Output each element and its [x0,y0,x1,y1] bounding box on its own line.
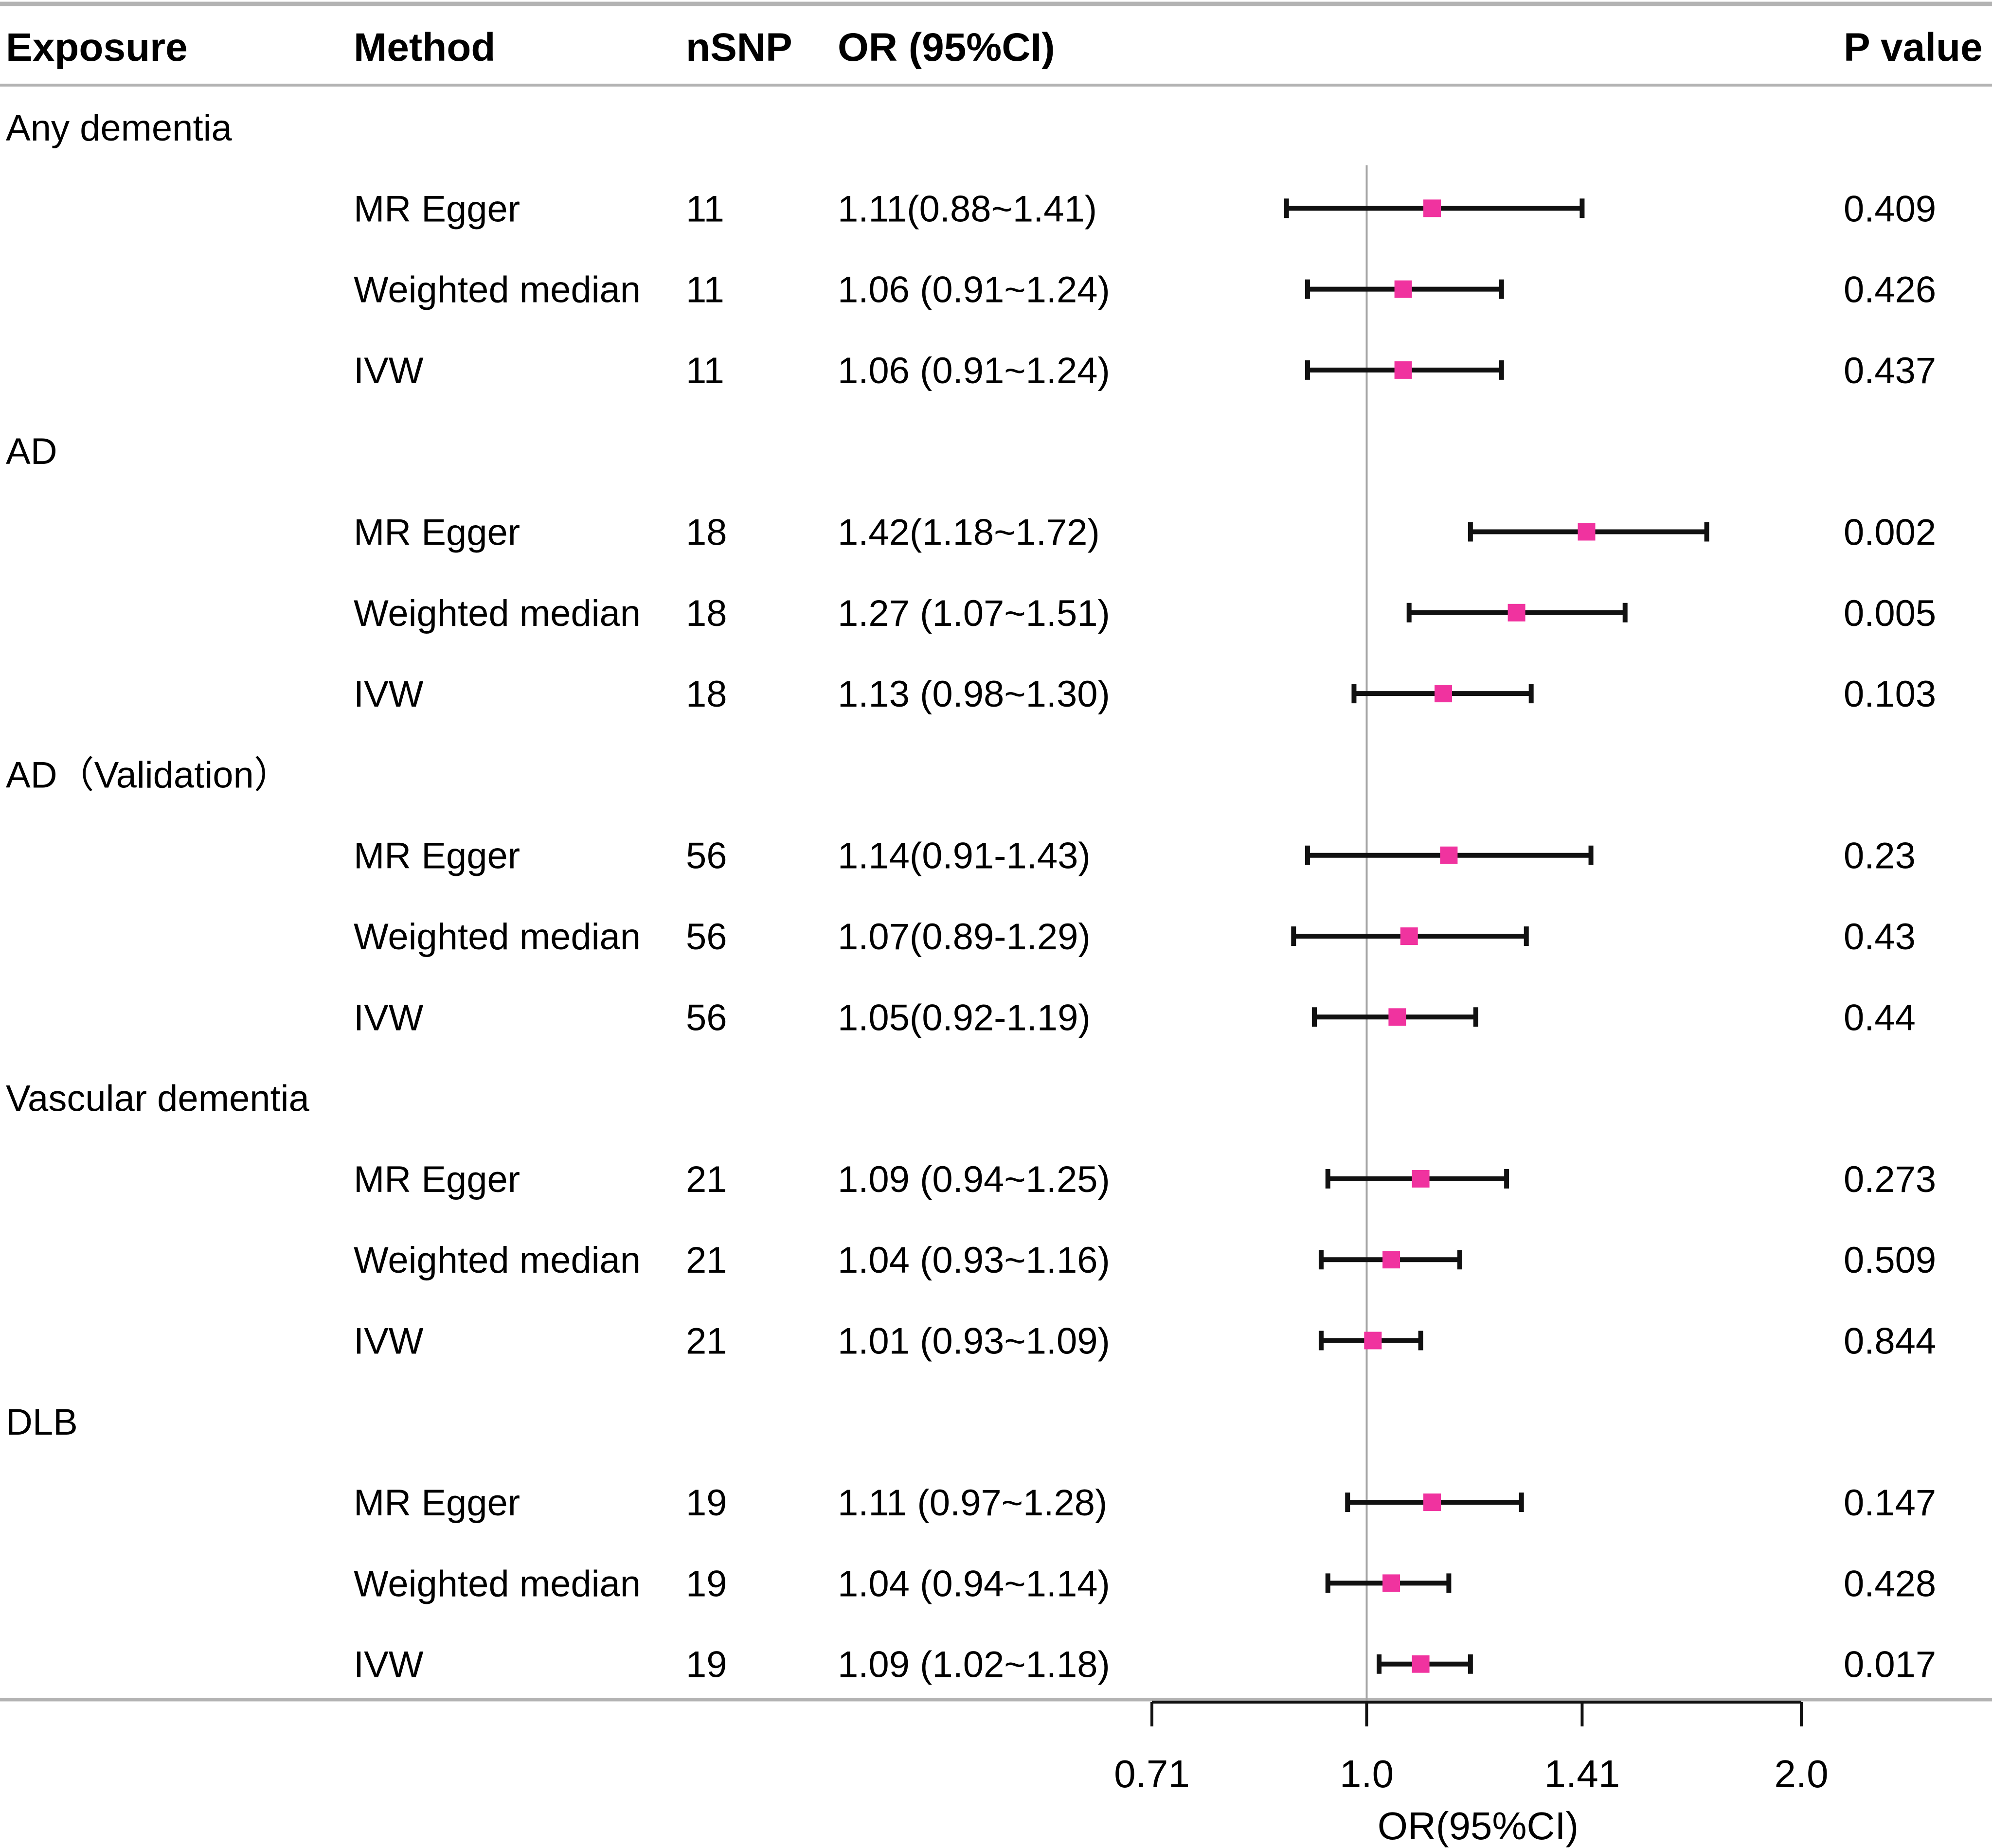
p-value-cell: 0.437 [1844,350,1936,391]
or-point-marker [1382,1251,1400,1269]
x-tick-label: 2.0 [1774,1752,1828,1795]
exposure-label: Any dementia [6,107,232,149]
or-point-marker [1507,604,1525,622]
or-ci-cell: 1.04 (0.93~1.16) [838,1240,1110,1281]
nsnp-cell: 21 [686,1159,727,1200]
p-value-cell: 0.428 [1844,1563,1936,1604]
or-ci-cell: 1.27 (1.07~1.51) [838,593,1110,634]
x-tick-label: 1.0 [1340,1752,1394,1795]
header-p-value: P value [1844,25,1983,70]
x-tick-label: 0.71 [1114,1752,1190,1795]
x-axis: 0.71 1.0 1.41 2.0 OR(95%CI) [1114,1701,1829,1848]
p-value-cell: 0.426 [1844,269,1936,311]
x-tick-label: 1.41 [1544,1752,1620,1795]
method-cell: IVW [354,997,424,1038]
method-cell: MR Egger [354,835,520,877]
method-cell: Weighted median [354,269,641,311]
method-cell: IVW [354,350,424,391]
method-cell: MR Egger [354,1159,520,1200]
or-point-marker [1423,1493,1441,1511]
method-cell: IVW [354,1644,424,1686]
header-nsnp: nSNP [686,25,792,70]
nsnp-cell: 56 [686,997,727,1038]
method-cell: MR Egger [354,188,520,230]
or-ci-cell: 1.04 (0.94~1.14) [838,1563,1110,1604]
or-point-marker [1364,1332,1382,1350]
p-value-cell: 0.002 [1844,512,1936,553]
p-value-cell: 0.005 [1844,593,1936,634]
method-cell: IVW [354,674,424,715]
nsnp-cell: 56 [686,835,727,877]
or-point-marker [1578,523,1596,541]
or-ci-cell: 1.06 (0.91~1.24) [838,269,1110,311]
p-value-cell: 0.147 [1844,1482,1936,1524]
p-value-cell: 0.017 [1844,1644,1936,1686]
or-ci-cell: 1.09 (0.94~1.25) [838,1159,1110,1200]
exposure-label: DLB [6,1402,78,1443]
nsnp-cell: 19 [686,1563,727,1604]
p-value-cell: 0.509 [1844,1240,1936,1281]
method-cell: Weighted median [354,1563,641,1604]
or-point-marker [1394,361,1412,379]
or-point-marker [1400,927,1418,945]
nsnp-cell: 18 [686,674,727,715]
nsnp-cell: 11 [686,269,724,311]
or-point-marker [1412,1170,1430,1188]
method-cell: Weighted median [354,1240,641,1281]
nsnp-cell: 21 [686,1240,727,1281]
or-ci-cell: 1.13 (0.98~1.30) [838,674,1110,715]
or-point-marker [1440,846,1458,864]
p-value-cell: 0.844 [1844,1321,1936,1362]
method-cell: MR Egger [354,512,520,553]
x-axis-title: OR(95%CI) [1378,1804,1579,1848]
or-point-marker [1435,685,1453,703]
p-value-cell: 0.103 [1844,674,1936,715]
exposure-label: Vascular dementia [6,1078,310,1119]
method-cell: Weighted median [354,916,641,958]
or-ci-cell: 1.09 (1.02~1.18) [838,1644,1110,1686]
method-cell: MR Egger [354,1482,520,1524]
nsnp-cell: 56 [686,916,727,958]
nsnp-cell: 18 [686,512,727,553]
or-ci-cell: 1.42(1.18~1.72) [838,512,1100,553]
p-value-cell: 0.44 [1844,997,1916,1038]
nsnp-cell: 11 [686,188,724,230]
nsnp-cell: 11 [686,350,724,391]
or-point-marker [1412,1655,1430,1673]
p-value-cell: 0.23 [1844,835,1916,877]
p-value-cell: 0.43 [1844,916,1916,958]
method-cell: Weighted median [354,593,641,634]
method-cell: IVW [354,1321,424,1362]
nsnp-cell: 18 [686,593,727,634]
or-ci-cell: 1.07(0.89-1.29) [838,916,1091,958]
p-value-cell: 0.273 [1844,1159,1936,1200]
nsnp-cell: 19 [686,1644,727,1686]
header-method: Method [354,25,495,70]
nsnp-cell: 19 [686,1482,727,1524]
or-point-marker [1382,1574,1400,1592]
or-ci-cell: 1.11 (0.97~1.28) [838,1482,1107,1524]
nsnp-cell: 21 [686,1321,727,1362]
or-ci-cell: 1.14(0.91-1.43) [838,835,1091,877]
p-value-cell: 0.409 [1844,188,1936,230]
or-ci-cell: 1.11(0.88~1.41) [838,188,1097,230]
exposure-label: AD [6,431,57,472]
or-ci-cell: 1.05(0.92-1.19) [838,997,1091,1038]
exposure-label: AD（Validation） [6,754,291,796]
or-point-marker [1423,199,1441,217]
or-point-marker [1394,280,1412,298]
table-rows: Any dementia MR Egger 11 1.11(0.88~1.41) 0.4… [6,107,1936,1706]
or-point-marker [1388,1008,1406,1026]
or-ci-cell: 1.06 (0.91~1.24) [838,350,1110,391]
header-or-ci: OR (95%CI) [838,25,1055,70]
or-ci-cell: 1.01 (0.93~1.09) [838,1321,1110,1362]
header-exposure: Exposure [6,25,188,70]
